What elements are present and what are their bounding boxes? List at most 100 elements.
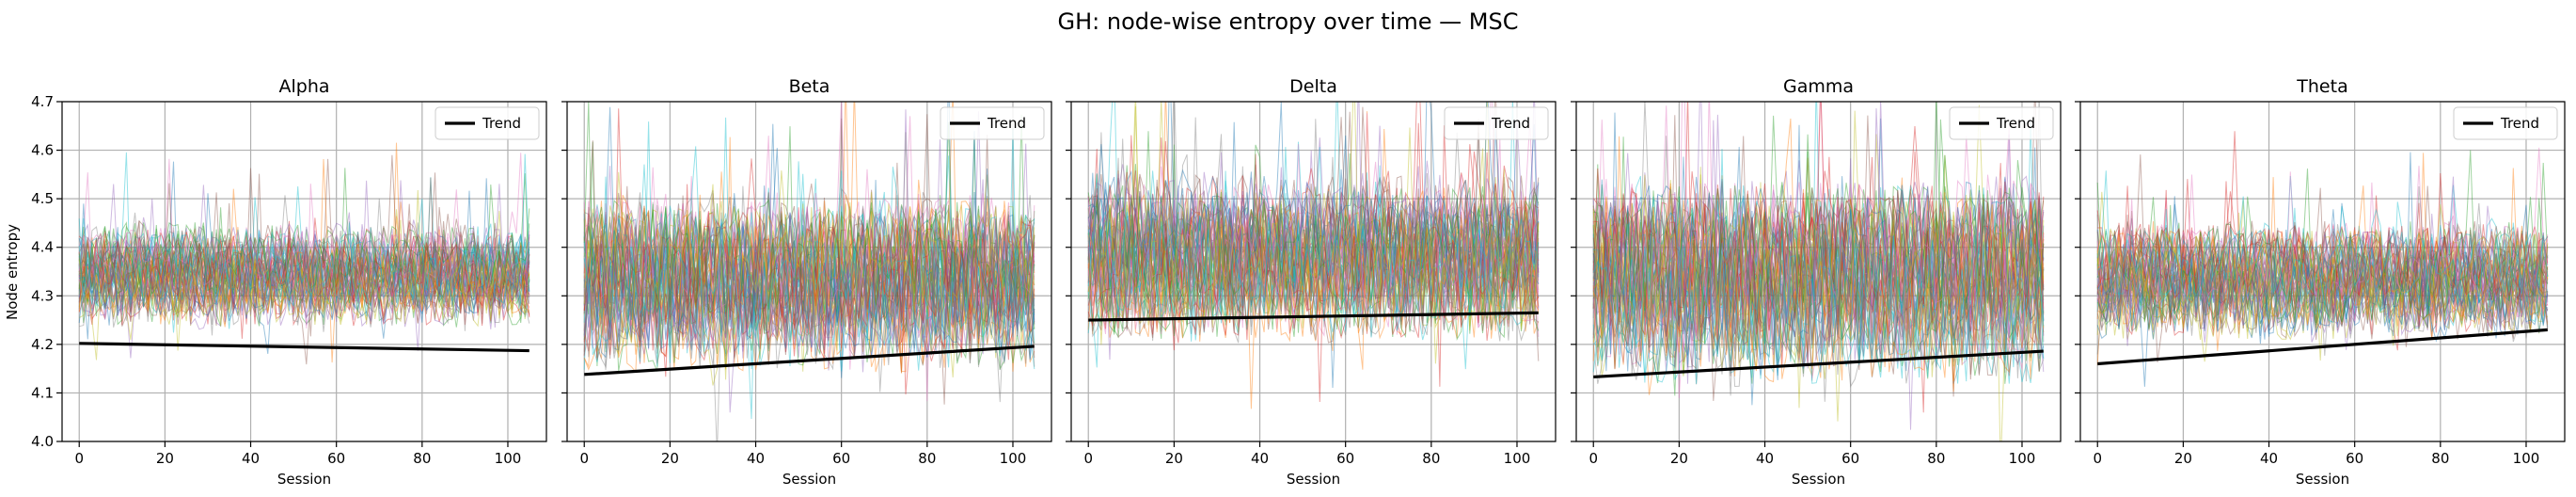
node-series-line xyxy=(1592,175,2045,325)
node-series-line xyxy=(2096,197,2549,298)
node-series-line xyxy=(1592,171,2045,315)
y-tick-label: 4.4 xyxy=(31,239,54,256)
node-series-line xyxy=(583,102,1035,333)
node-lines xyxy=(1087,102,1540,409)
node-series-line xyxy=(2096,224,2549,313)
node-series-line xyxy=(1087,102,1540,300)
node-series-line xyxy=(583,179,1035,344)
node-series-line xyxy=(78,202,530,321)
node-series-line xyxy=(583,218,1035,354)
node-series-line xyxy=(1592,115,2045,328)
node-series-line xyxy=(78,235,530,333)
node-series-line xyxy=(78,255,530,326)
node-series-line xyxy=(1593,176,2045,335)
node-series-line xyxy=(1087,119,1540,284)
node-series-line xyxy=(78,235,530,318)
node-series-line xyxy=(2096,235,2549,316)
node-series-line xyxy=(78,236,530,327)
node-series-line xyxy=(1592,136,2045,402)
node-series-line xyxy=(2097,184,2549,299)
node-series-line xyxy=(2096,131,2549,327)
node-series-line xyxy=(1087,232,1540,409)
node-series-line xyxy=(583,235,1035,395)
x-tick-label: 40 xyxy=(1251,450,1269,467)
node-series-line xyxy=(583,200,1035,420)
node-series-line xyxy=(583,231,1035,345)
node-series-line xyxy=(2096,209,2549,308)
node-series-line xyxy=(2096,222,2549,297)
node-series-line xyxy=(583,108,1035,342)
node-series-line xyxy=(2096,187,2549,318)
node-series-line xyxy=(583,176,1035,325)
axes-frame xyxy=(2079,101,2566,442)
node-series-line xyxy=(1592,198,2045,384)
node-series-line xyxy=(1592,240,2045,379)
node-series-line xyxy=(1087,102,1540,300)
node-series-line xyxy=(1087,102,1540,364)
node-series-line xyxy=(2096,259,2549,350)
node-series-line xyxy=(1592,230,2045,375)
node-series-line xyxy=(79,227,530,328)
node-series-line xyxy=(1087,102,1540,330)
x-axis-label: Session xyxy=(782,471,836,488)
node-series-line xyxy=(1592,102,2045,361)
node-series-line xyxy=(78,217,530,327)
x-tick-label: 0 xyxy=(1588,450,1598,467)
node-series-line xyxy=(1087,102,1540,297)
y-tick-label: 4.7 xyxy=(31,93,54,110)
x-tick-label: 40 xyxy=(2260,450,2278,467)
x-tick-label: 60 xyxy=(1841,450,1859,467)
node-series-line xyxy=(78,190,530,340)
node-series-line xyxy=(2096,195,2549,351)
node-series-line xyxy=(1592,102,2045,397)
node-series-line xyxy=(78,178,530,314)
x-tick-label: 20 xyxy=(1165,450,1183,467)
node-series-line xyxy=(1087,185,1540,297)
node-series-line xyxy=(2096,168,2549,325)
node-series-line xyxy=(1087,224,1540,361)
node-series-line xyxy=(1592,170,2045,345)
node-series-line xyxy=(583,168,1035,309)
node-series-line xyxy=(78,197,530,303)
x-tick-label: 80 xyxy=(2431,450,2449,467)
x-tick-label: 40 xyxy=(747,450,765,467)
node-series-line xyxy=(583,170,1035,315)
node-series-line xyxy=(583,209,1035,326)
node-series-line xyxy=(1592,102,2045,363)
node-series-line xyxy=(1592,102,2045,306)
legend: Trend xyxy=(1444,106,1549,140)
node-series-line xyxy=(1592,174,2045,441)
node-series-line xyxy=(1592,102,2044,346)
node-series-line xyxy=(78,199,530,303)
trend-line xyxy=(584,345,1035,377)
y-tick-label: 4.5 xyxy=(31,190,54,207)
node-series-line xyxy=(1592,151,2045,350)
node-series-line xyxy=(78,220,530,327)
node-series-line xyxy=(78,251,530,318)
node-lines xyxy=(1592,102,2045,441)
node-series-line xyxy=(1087,177,1540,299)
node-series-line xyxy=(78,180,530,359)
node-series-line xyxy=(2096,212,2549,341)
legend: Trend xyxy=(940,106,1045,140)
figure-suptitle: GH: node-wise entropy over time — MSC xyxy=(1058,8,1519,35)
y-tick-label: 4.0 xyxy=(31,433,54,450)
node-series-line xyxy=(1592,104,2045,370)
y-tick-label: 4.3 xyxy=(31,287,54,304)
node-series-line xyxy=(583,203,1035,322)
node-series-line xyxy=(78,158,530,307)
node-series-line xyxy=(583,199,1035,315)
axes-frame xyxy=(566,101,1052,442)
node-series-line xyxy=(1593,125,2045,310)
node-series-line xyxy=(2096,213,2549,343)
node-series-line xyxy=(583,102,1035,309)
node-series-line xyxy=(1087,166,1540,326)
node-series-line xyxy=(2096,215,2549,340)
node-series-line xyxy=(583,187,1035,342)
node-series-line xyxy=(1592,188,2045,383)
node-series-line xyxy=(1087,102,1540,282)
node-series-line xyxy=(2096,176,2549,346)
node-series-line xyxy=(78,195,530,305)
x-tick-label: 20 xyxy=(156,450,174,467)
node-series-line xyxy=(1087,193,1540,337)
